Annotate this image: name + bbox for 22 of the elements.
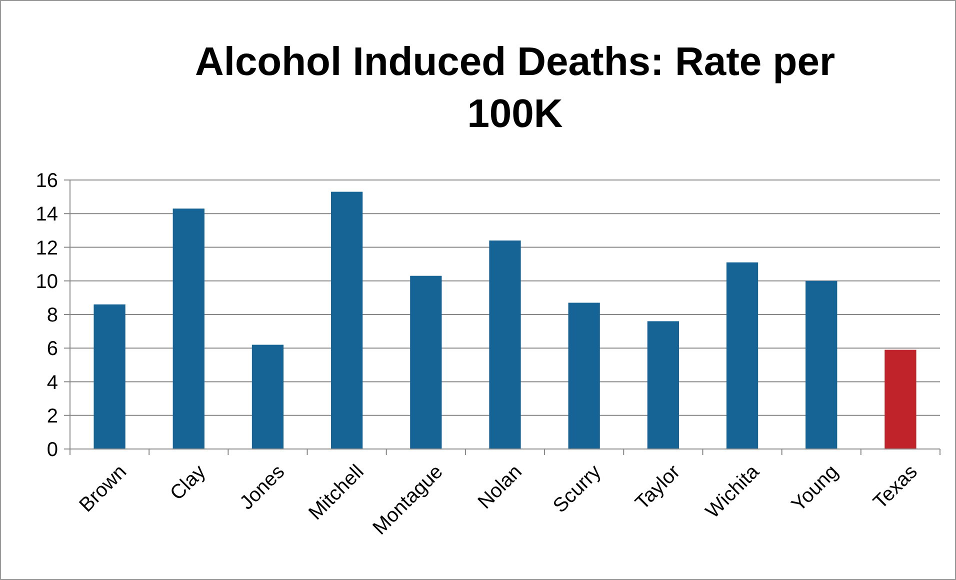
bar bbox=[647, 321, 679, 449]
y-tick-label: 4 bbox=[46, 372, 58, 394]
chart-title: Alcohol Induced Deaths: Rate per 100K bbox=[194, 40, 836, 136]
y-tick-label: 16 bbox=[36, 170, 58, 192]
bar bbox=[94, 304, 126, 449]
bar bbox=[568, 302, 600, 449]
y-tick-label: 10 bbox=[36, 270, 58, 293]
x-tick-label: Clay bbox=[166, 460, 210, 505]
y-tick-label: 14 bbox=[36, 204, 58, 226]
bar bbox=[331, 192, 363, 449]
bar bbox=[726, 262, 758, 449]
bar bbox=[410, 276, 442, 449]
y-tick-label: 0 bbox=[46, 439, 58, 461]
y-tick-label: 8 bbox=[46, 304, 58, 326]
y-tick-label: 6 bbox=[46, 338, 58, 360]
y-tick-label: 2 bbox=[46, 405, 58, 428]
bar bbox=[884, 350, 916, 449]
bar bbox=[806, 280, 838, 449]
bar bbox=[252, 344, 284, 449]
bar bbox=[489, 240, 521, 449]
bar bbox=[172, 208, 204, 449]
y-tick-label: 12 bbox=[36, 237, 58, 260]
